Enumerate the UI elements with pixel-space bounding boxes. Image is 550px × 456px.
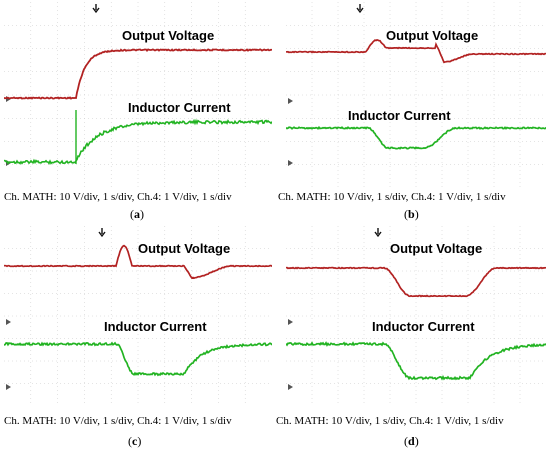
ch4-marker-d bbox=[288, 384, 293, 390]
ch-math-marker-b bbox=[288, 98, 293, 104]
ch4-marker-c bbox=[6, 384, 11, 390]
inductor-current-label-c: Inductor Current bbox=[104, 319, 207, 334]
caption-c: Ch. MATH: 10 V/div, 1 s/div, Ch.4: 1 V/d… bbox=[4, 415, 232, 427]
inductor-current-trace-d bbox=[286, 341, 546, 381]
caption-d: Ch. MATH: 10 V/div, 1 s/div, Ch.4: 1 V/d… bbox=[276, 415, 504, 427]
grid-d bbox=[286, 226, 546, 406]
output-voltage-trace-c bbox=[4, 244, 272, 280]
output-voltage-label-d: Output Voltage bbox=[390, 241, 483, 256]
grid-c bbox=[4, 226, 272, 406]
grid-b bbox=[286, 2, 546, 188]
grid-a bbox=[4, 2, 272, 188]
scope-svg-b bbox=[286, 2, 546, 188]
trigger-marker-a bbox=[92, 4, 100, 14]
ch4-marker-b bbox=[288, 160, 293, 166]
subfigure-label-a: (a) bbox=[130, 207, 144, 221]
trigger-marker-d bbox=[374, 228, 382, 238]
inductor-current-trace-c bbox=[4, 341, 272, 377]
subfigure-label-d: (d) bbox=[404, 434, 419, 448]
output-voltage-label-b: Output Voltage bbox=[386, 28, 479, 43]
scope-svg-c bbox=[4, 226, 272, 406]
output-voltage-label-c: Output Voltage bbox=[138, 241, 231, 256]
inductor-current-trace-a bbox=[4, 118, 272, 165]
output-voltage-label-a: Output Voltage bbox=[122, 28, 215, 43]
trigger-marker-c bbox=[98, 228, 106, 238]
ch-math-marker-c bbox=[6, 319, 11, 325]
inductor-current-trace-b bbox=[286, 125, 546, 150]
scope-screen-b: Output Voltage Inductor Current bbox=[286, 2, 546, 188]
scope-screen-d: Output Voltage Inductor Current bbox=[286, 226, 546, 406]
scope-screen-a: Output Voltage Inductor Current bbox=[4, 2, 272, 188]
output-voltage-trace-b bbox=[286, 38, 546, 64]
inductor-current-label-d: Inductor Current bbox=[372, 319, 475, 334]
ch-math-marker-d bbox=[288, 319, 293, 325]
caption-b: Ch. MATH: 10 V/div, 1 s/div, Ch.4: 1 V/d… bbox=[278, 191, 506, 203]
output-voltage-trace-d bbox=[286, 266, 546, 298]
scope-screen-c: Output Voltage Inductor Current bbox=[4, 226, 272, 406]
inductor-current-label-b: Inductor Current bbox=[348, 108, 451, 123]
scope-svg-d bbox=[286, 226, 546, 406]
output-voltage-trace-a bbox=[4, 48, 272, 100]
trigger-marker-b bbox=[356, 4, 364, 14]
subfigure-label-b: (b) bbox=[404, 207, 419, 221]
caption-a: Ch. MATH: 10 V/div, 1 s/div, Ch.4: 1 V/d… bbox=[4, 191, 232, 203]
scope-svg-a bbox=[4, 2, 272, 188]
inductor-current-label-a: Inductor Current bbox=[128, 100, 231, 115]
subfigure-label-c: (c) bbox=[128, 434, 142, 448]
